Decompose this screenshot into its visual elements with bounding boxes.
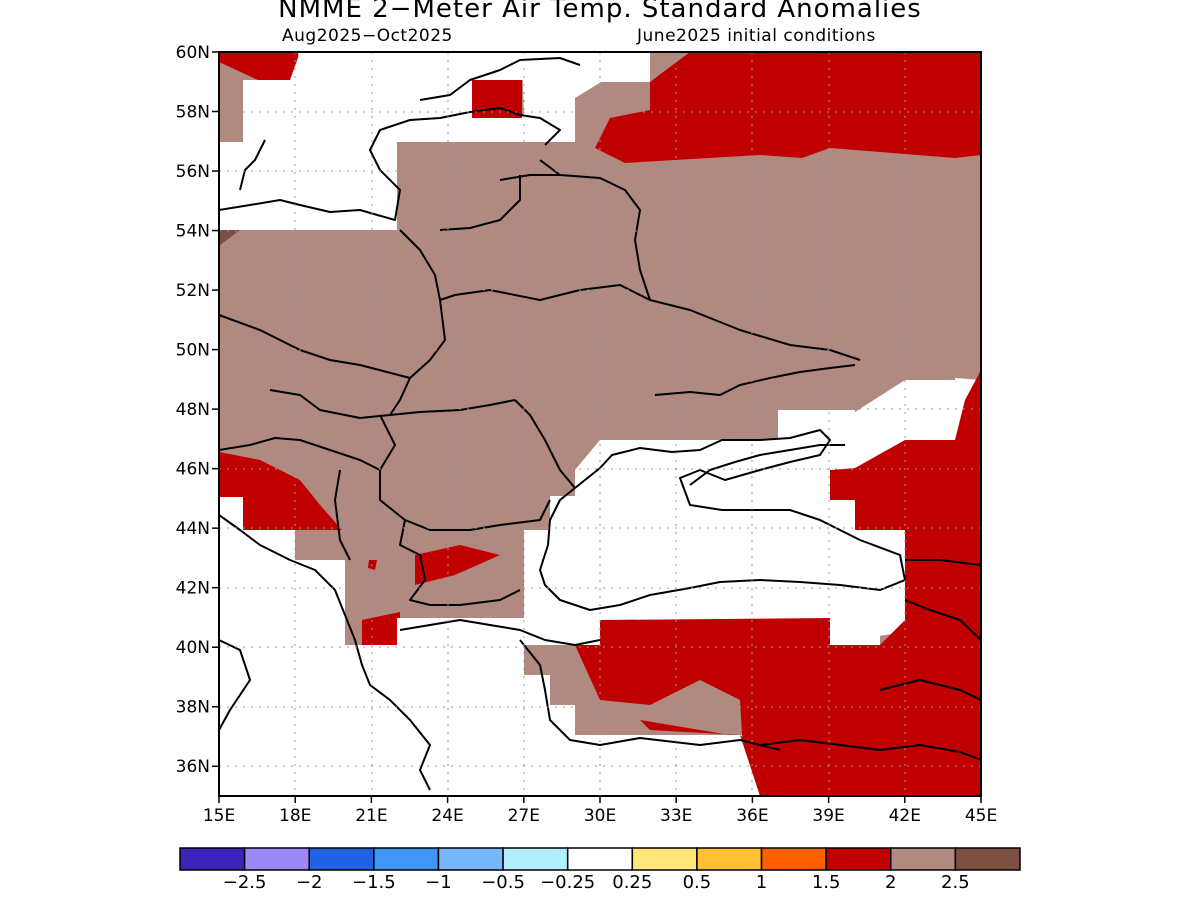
colorbar-label: 2 — [885, 872, 897, 893]
colorbar-swatch — [437, 847, 504, 871]
lat-tick-label: 38N — [176, 698, 210, 718]
colorbar-label: −2 — [295, 872, 323, 893]
colorbar-swatch — [243, 847, 310, 871]
coastlines — [219, 57, 981, 791]
lat-tick-label: 40N — [176, 638, 210, 658]
colorbar-label: −1 — [425, 872, 452, 893]
lat-tick-label: 36N — [176, 757, 210, 777]
lon-tick-label: 21E — [355, 806, 387, 826]
map-title: NMME 2−Meter Air Temp. Standard Anomalie… — [278, 0, 922, 24]
lat-tick-label: 54N — [176, 222, 210, 242]
forecast-period: Aug2025−Oct2025 — [282, 26, 453, 46]
colorbar-label: −0.5 — [481, 872, 525, 893]
lat-tick-label: 48N — [176, 400, 210, 420]
colorbar — [179, 847, 1021, 871]
colorbar-swatch — [179, 847, 246, 871]
lat-tick-label: 50N — [176, 341, 210, 361]
lon-tick-label: 27E — [508, 806, 540, 826]
lat-tick-label: 52N — [176, 281, 210, 301]
lat-tick-label: 60N — [176, 43, 210, 63]
lon-tick-label: 15E — [203, 806, 235, 826]
colorbar-label: −0.25 — [540, 872, 596, 893]
lon-tick-label: 39E — [812, 806, 844, 826]
lat-tick-label: 58N — [176, 103, 210, 123]
lon-tick-label: 45E — [965, 806, 997, 826]
colorbar-label: 1.5 — [811, 872, 841, 893]
colorbar-label: 0.25 — [612, 872, 653, 893]
lon-tick-label: 24E — [431, 806, 463, 826]
colorbar-swatch — [696, 847, 763, 871]
colorbar-swatch — [890, 847, 957, 871]
colorbar-swatch — [631, 847, 698, 871]
colorbar-label: 1 — [755, 872, 768, 893]
red-anomaly-region — [219, 52, 981, 796]
colorbar-label: 2.5 — [941, 872, 970, 893]
lat-tick-label: 46N — [176, 460, 210, 480]
lat-tick-label: 42N — [176, 579, 210, 599]
colorbar-swatch — [566, 847, 634, 871]
colorbar-swatch — [825, 847, 892, 871]
colorbar-label: −2.5 — [222, 872, 267, 893]
colorbar-label: −1.5 — [351, 872, 396, 893]
latitude-labels: 60N 58N 56N 54N 52N 50N 48N 46N 44N 42N 40N 38N 36N — [176, 43, 210, 777]
axis-ticks — [212, 51, 982, 803]
lon-tick-label: 36E — [736, 806, 768, 826]
lat-tick-label: 56N — [176, 162, 210, 182]
lon-tick-label: 33E — [660, 806, 692, 826]
initial-conditions: June2025 initial conditions — [637, 26, 876, 46]
lon-tick-label: 42E — [889, 806, 921, 826]
dark-brown-anomaly-region — [219, 230, 240, 246]
lat-tick-label: 44N — [176, 519, 210, 539]
colorbar-swatch — [373, 847, 440, 871]
longitude-labels: 15E 18E 21E 24E 27E 30E 33E 36E 39E 42E 45E — [203, 806, 997, 826]
colorbar-swatch — [502, 847, 569, 871]
colorbar-label: 0.5 — [682, 872, 712, 893]
colorbar-swatch — [954, 847, 1021, 871]
lon-tick-label: 30E — [584, 806, 616, 826]
lon-tick-label: 18E — [279, 806, 311, 826]
colorbar-swatch — [760, 847, 827, 871]
colorbar-swatch — [308, 847, 375, 871]
